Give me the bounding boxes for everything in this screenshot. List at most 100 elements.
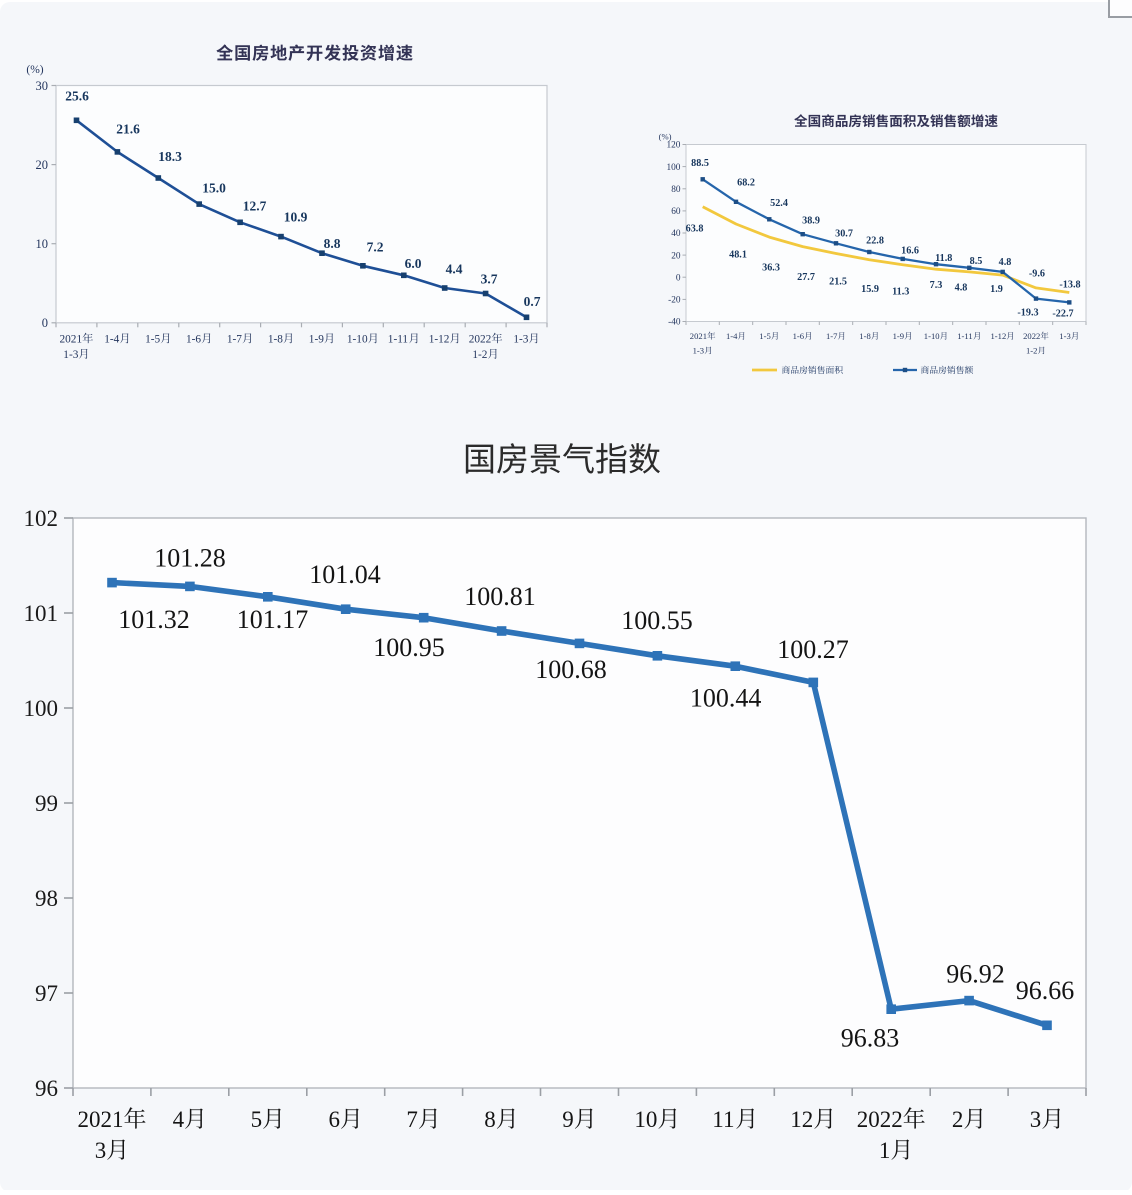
svg-text:21.5: 21.5: [829, 277, 847, 288]
svg-text:60: 60: [671, 207, 681, 217]
svg-text:7.2: 7.2: [367, 240, 384, 255]
svg-text:25.6: 25.6: [65, 89, 89, 104]
svg-text:96.92: 96.92: [946, 960, 1005, 989]
svg-text:3: 3: [95, 1138, 107, 1163]
svg-text:-40: -40: [668, 318, 681, 328]
svg-text:1-4: 1-4: [726, 331, 738, 341]
svg-text:3: 3: [1030, 1107, 1042, 1132]
svg-text:38.9: 38.9: [802, 216, 820, 227]
svg-text:88.5: 88.5: [691, 158, 709, 169]
svg-text:27.7: 27.7: [797, 272, 815, 283]
svg-text:1-3: 1-3: [63, 349, 78, 361]
svg-text:6.0: 6.0: [405, 256, 422, 271]
svg-text:10.9: 10.9: [284, 210, 308, 225]
svg-text:100: 100: [667, 163, 681, 173]
svg-text:-9.6: -9.6: [1029, 269, 1045, 280]
svg-text:30: 30: [36, 79, 49, 93]
svg-text:1-4: 1-4: [104, 333, 119, 345]
svg-text:101.28: 101.28: [154, 544, 226, 573]
svg-text:1-11: 1-11: [957, 331, 972, 341]
svg-text:4: 4: [173, 1107, 185, 1132]
svg-text:100.95: 100.95: [373, 633, 445, 662]
svg-text:15.0: 15.0: [202, 181, 226, 196]
svg-text:12.7: 12.7: [243, 199, 267, 214]
svg-text:100.55: 100.55: [621, 606, 693, 635]
svg-text:20: 20: [36, 158, 49, 172]
svg-text:1-9: 1-9: [893, 331, 904, 341]
svg-text:1-12: 1-12: [429, 333, 450, 345]
svg-text:20: 20: [671, 251, 681, 261]
svg-text:96: 96: [35, 1076, 58, 1101]
svg-text:-22.7: -22.7: [1052, 309, 1073, 320]
svg-text:1-10: 1-10: [924, 331, 940, 341]
svg-text:0: 0: [676, 274, 681, 284]
svg-text:63.8: 63.8: [686, 224, 704, 235]
svg-text:1-6: 1-6: [186, 333, 201, 345]
svg-text:120: 120: [667, 141, 681, 151]
svg-text:100.68: 100.68: [535, 655, 607, 684]
svg-text:2021: 2021: [690, 331, 707, 341]
svg-text:10: 10: [36, 237, 49, 251]
svg-text:1-5: 1-5: [145, 333, 160, 345]
svg-text:2022: 2022: [1023, 331, 1040, 341]
svg-text:1-2: 1-2: [1026, 346, 1037, 356]
svg-text:7: 7: [406, 1107, 418, 1132]
svg-text:96.66: 96.66: [1016, 976, 1075, 1005]
svg-text:80: 80: [671, 185, 681, 195]
svg-text:1-5: 1-5: [759, 331, 770, 341]
svg-text:8: 8: [484, 1107, 496, 1132]
svg-text:100.27: 100.27: [777, 635, 849, 664]
svg-text:15.9: 15.9: [861, 284, 879, 295]
svg-text:48.1: 48.1: [729, 250, 747, 261]
svg-text:1-7: 1-7: [227, 333, 242, 345]
svg-text:101.17: 101.17: [237, 605, 308, 634]
svg-text:1-3: 1-3: [1059, 331, 1070, 341]
svg-text:102: 102: [24, 506, 59, 531]
svg-text:1-2: 1-2: [472, 349, 487, 361]
svg-text:-13.8: -13.8: [1059, 280, 1080, 291]
svg-text:1-3: 1-3: [513, 333, 528, 345]
svg-text:16.6: 16.6: [901, 246, 919, 257]
svg-text:10: 10: [634, 1107, 657, 1132]
svg-text:1-7: 1-7: [826, 331, 838, 341]
svg-text:100.81: 100.81: [464, 582, 536, 611]
svg-text:12: 12: [790, 1107, 813, 1132]
svg-text:36.3: 36.3: [762, 263, 780, 274]
svg-text:1-10: 1-10: [347, 333, 368, 345]
svg-text:5: 5: [251, 1107, 263, 1132]
svg-text:40: 40: [671, 229, 681, 239]
svg-text:1-11: 1-11: [388, 333, 408, 345]
svg-text:11.8: 11.8: [935, 253, 952, 264]
svg-text:-19.3: -19.3: [1017, 308, 1038, 319]
svg-text:(%): (%): [26, 64, 43, 76]
svg-text:1-12: 1-12: [991, 331, 1007, 341]
svg-text:68.2: 68.2: [737, 178, 755, 189]
svg-text:98: 98: [35, 886, 58, 911]
svg-text:2022: 2022: [857, 1107, 903, 1132]
svg-text:101: 101: [24, 601, 59, 626]
svg-text:1-8: 1-8: [859, 331, 870, 341]
svg-text:-20: -20: [668, 296, 681, 306]
svg-text:1-6: 1-6: [793, 331, 805, 341]
svg-text:3.7: 3.7: [481, 272, 498, 287]
svg-text:11: 11: [712, 1107, 734, 1132]
svg-text:52.4: 52.4: [770, 198, 788, 209]
svg-text:30.7: 30.7: [835, 229, 853, 240]
svg-text:4.4: 4.4: [446, 262, 463, 277]
svg-text:99: 99: [35, 791, 58, 816]
svg-text:2021: 2021: [60, 333, 83, 345]
svg-text:1-3: 1-3: [693, 346, 704, 356]
svg-text:8.8: 8.8: [324, 236, 341, 251]
svg-text:(%): (%): [659, 132, 672, 142]
svg-text:18.3: 18.3: [158, 149, 182, 164]
svg-text:2021: 2021: [78, 1107, 124, 1132]
svg-text:2: 2: [952, 1107, 964, 1132]
svg-text:9: 9: [562, 1107, 574, 1132]
svg-text:0: 0: [42, 316, 48, 330]
svg-text:21.6: 21.6: [116, 122, 140, 137]
svg-text:7.3: 7.3: [930, 280, 943, 291]
svg-text:6: 6: [329, 1107, 341, 1132]
svg-text:1.9: 1.9: [990, 284, 1003, 295]
svg-text:4.8: 4.8: [999, 257, 1012, 268]
svg-text:100: 100: [24, 696, 59, 721]
